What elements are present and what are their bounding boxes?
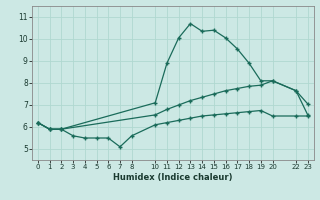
X-axis label: Humidex (Indice chaleur): Humidex (Indice chaleur) (113, 173, 233, 182)
